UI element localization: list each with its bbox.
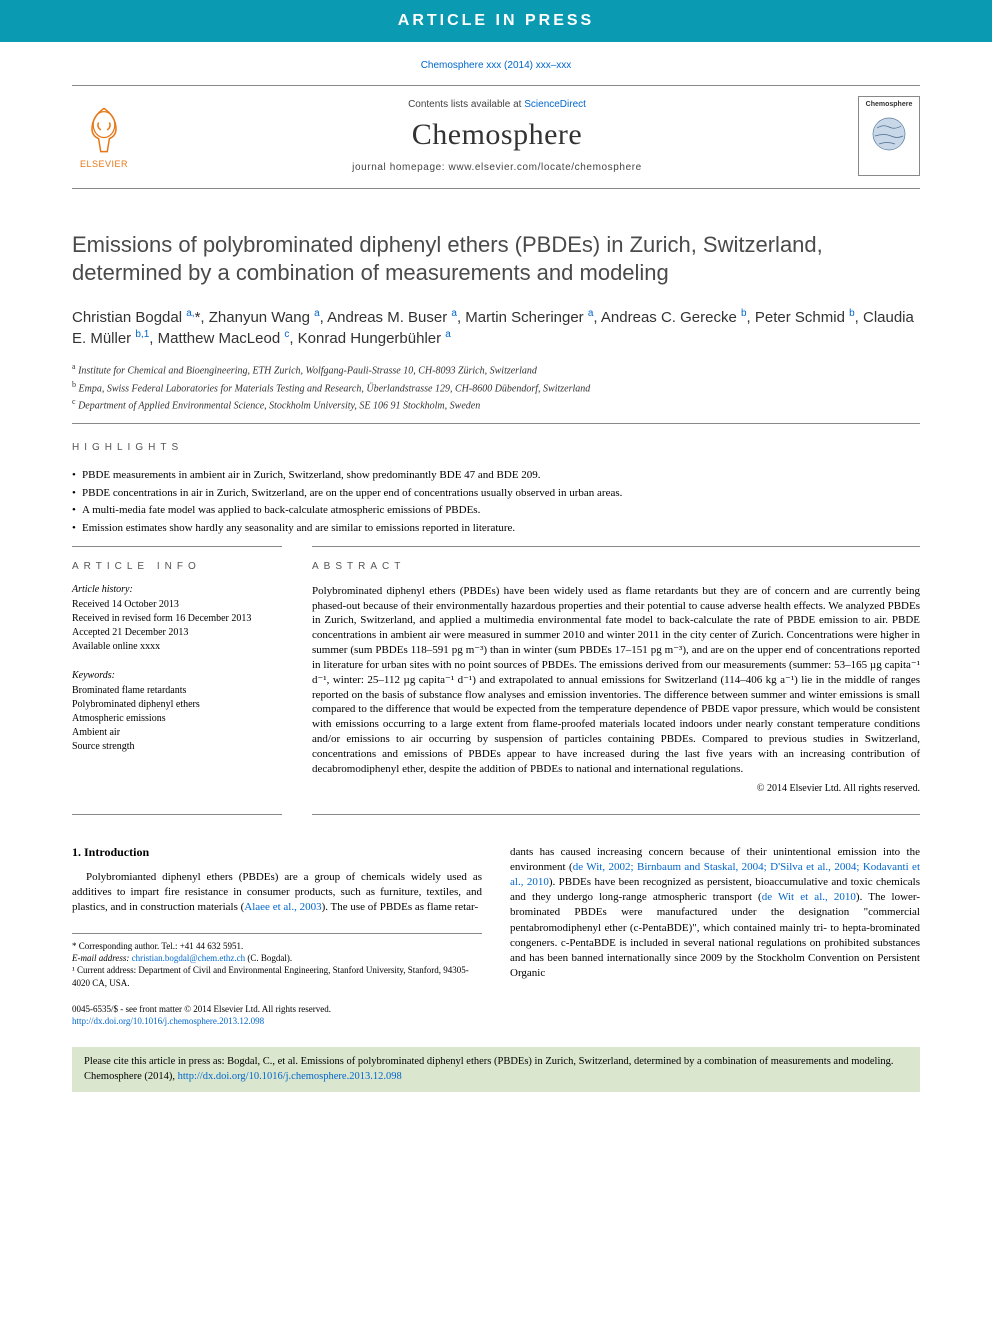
cover-globe-icon xyxy=(869,114,909,154)
elsevier-tree-icon xyxy=(77,103,131,157)
article-title: Emissions of polybrominated diphenyl eth… xyxy=(72,231,920,287)
abstract-label: ABSTRACT xyxy=(312,561,920,572)
footnote-1: ¹ Current address: Department of Civil a… xyxy=(72,964,482,988)
keyword: Polybrominated diphenyl ethers xyxy=(72,698,282,712)
abstract-column: ABSTRACT Polybrominated diphenyl ethers … xyxy=(312,546,920,815)
reference-line: Chemosphere xxx (2014) xxx–xxx xyxy=(72,60,920,71)
contents-available-line: Contents lists available at ScienceDirec… xyxy=(152,99,842,110)
journal-masthead: ELSEVIER Contents lists available at Sci… xyxy=(72,85,920,189)
masthead-center: Contents lists available at ScienceDirec… xyxy=(152,99,842,173)
highlight-item: PBDE concentrations in air in Zurich, Sw… xyxy=(72,485,920,503)
article-history-block: Article history: Received 14 October 201… xyxy=(72,584,282,654)
affiliation-c: c Department of Applied Environmental Sc… xyxy=(72,396,920,413)
divider xyxy=(72,423,920,424)
publisher-label: ELSEVIER xyxy=(80,159,128,169)
history-label: Article history: xyxy=(72,584,282,595)
affiliations: a Institute for Chemical and Bioengineer… xyxy=(72,361,920,413)
article-info-column: ARTICLE INFO Article history: Received 1… xyxy=(72,546,282,815)
front-matter-line: 0045-6535/$ - see front matter © 2014 El… xyxy=(72,1003,482,1015)
publisher-logo: ELSEVIER xyxy=(72,103,136,169)
cover-label: Chemosphere xyxy=(866,101,913,108)
affiliation-b: b Empa, Swiss Federal Laboratories for M… xyxy=(72,379,920,396)
homepage-url[interactable]: www.elsevier.com/locate/chemosphere xyxy=(449,162,642,173)
page-root: ARTICLE IN PRESS Chemosphere xxx (2014) … xyxy=(0,0,992,1092)
banner-text: ARTICLE IN PRESS xyxy=(398,12,594,30)
cite-doi-link[interactable]: http://dx.doi.org/10.1016/j.chemosphere.… xyxy=(178,1071,402,1082)
citation-box: Please cite this article in press as: Bo… xyxy=(72,1047,920,1092)
footnotes-block: * Corresponding author. Tel.: +41 44 632… xyxy=(72,933,482,989)
article-info-label: ARTICLE INFO xyxy=(72,561,282,572)
authors-list: Christian Bogdal a,*, Zhanyun Wang a, An… xyxy=(72,307,920,349)
abstract-text: Polybrominated diphenyl ethers (PBDEs) h… xyxy=(312,584,920,777)
homepage-prefix: journal homepage: xyxy=(352,162,448,173)
email-label: E-mail address: xyxy=(72,953,132,963)
affiliation-a: a Institute for Chemical and Bioengineer… xyxy=(72,361,920,378)
keyword: Ambient air xyxy=(72,726,282,740)
email-line: E-mail address: christian.bogdal@chem.et… xyxy=(72,952,482,964)
history-line: Received 14 October 2013 xyxy=(72,598,282,612)
page-content: Chemosphere xxx (2014) xxx–xxx ELSEVIER … xyxy=(0,42,992,1047)
introduction-heading: 1. Introduction xyxy=(72,845,482,860)
keyword: Source strength xyxy=(72,740,282,754)
highlight-item: A multi-media fate model was applied to … xyxy=(72,502,920,520)
doi-link[interactable]: http://dx.doi.org/10.1016/j.chemosphere.… xyxy=(72,1016,264,1026)
body-right-column: dants has caused increasing concern beca… xyxy=(510,845,920,1027)
intro-paragraph-right: dants has caused increasing concern beca… xyxy=(510,845,920,982)
article-in-press-banner: ARTICLE IN PRESS xyxy=(0,0,992,42)
keywords-block: Keywords: Brominated flame retardants Po… xyxy=(72,670,282,754)
history-line: Available online xxxx xyxy=(72,640,282,654)
history-line: Accepted 21 December 2013 xyxy=(72,626,282,640)
doi-block: 0045-6535/$ - see front matter © 2014 El… xyxy=(72,1003,482,1027)
journal-homepage-line: journal homepage: www.elsevier.com/locat… xyxy=(152,162,842,173)
intro-paragraph-left: Polybromianted diphenyl ethers (PBDEs) a… xyxy=(72,870,482,916)
keywords-label: Keywords: xyxy=(72,670,282,681)
copyright-line: © 2014 Elsevier Ltd. All rights reserved… xyxy=(312,783,920,794)
intro-text-left: Polybromianted diphenyl ethers (PBDEs) a… xyxy=(72,870,482,916)
highlights-list: PBDE measurements in ambient air in Zuri… xyxy=(72,467,920,537)
history-line: Received in revised form 16 December 201… xyxy=(72,612,282,626)
info-abstract-row: ARTICLE INFO Article history: Received 1… xyxy=(72,546,920,815)
body-left-column: 1. Introduction Polybromianted diphenyl … xyxy=(72,845,482,1027)
corresponding-author: * Corresponding author. Tel.: +41 44 632… xyxy=(72,940,482,952)
keyword: Brominated flame retardants xyxy=(72,684,282,698)
journal-cover-thumbnail: Chemosphere xyxy=(858,96,920,176)
keyword: Atmospheric emissions xyxy=(72,712,282,726)
highlight-item: PBDE measurements in ambient air in Zuri… xyxy=(72,467,920,485)
email-paren: (C. Bogdal). xyxy=(245,953,292,963)
highlight-item: Emission estimates show hardly any seaso… xyxy=(72,520,920,538)
contents-prefix: Contents lists available at xyxy=(408,99,524,110)
email-link[interactable]: christian.bogdal@chem.ethz.ch xyxy=(132,953,246,963)
highlights-section: PBDE measurements in ambient air in Zuri… xyxy=(72,467,920,537)
doi-line: http://dx.doi.org/10.1016/j.chemosphere.… xyxy=(72,1015,482,1027)
sciencedirect-link[interactable]: ScienceDirect xyxy=(524,99,586,110)
journal-name: Chemosphere xyxy=(152,118,842,152)
body-two-columns: 1. Introduction Polybromianted diphenyl … xyxy=(72,845,920,1027)
highlights-label: HIGHLIGHTS xyxy=(72,442,920,453)
